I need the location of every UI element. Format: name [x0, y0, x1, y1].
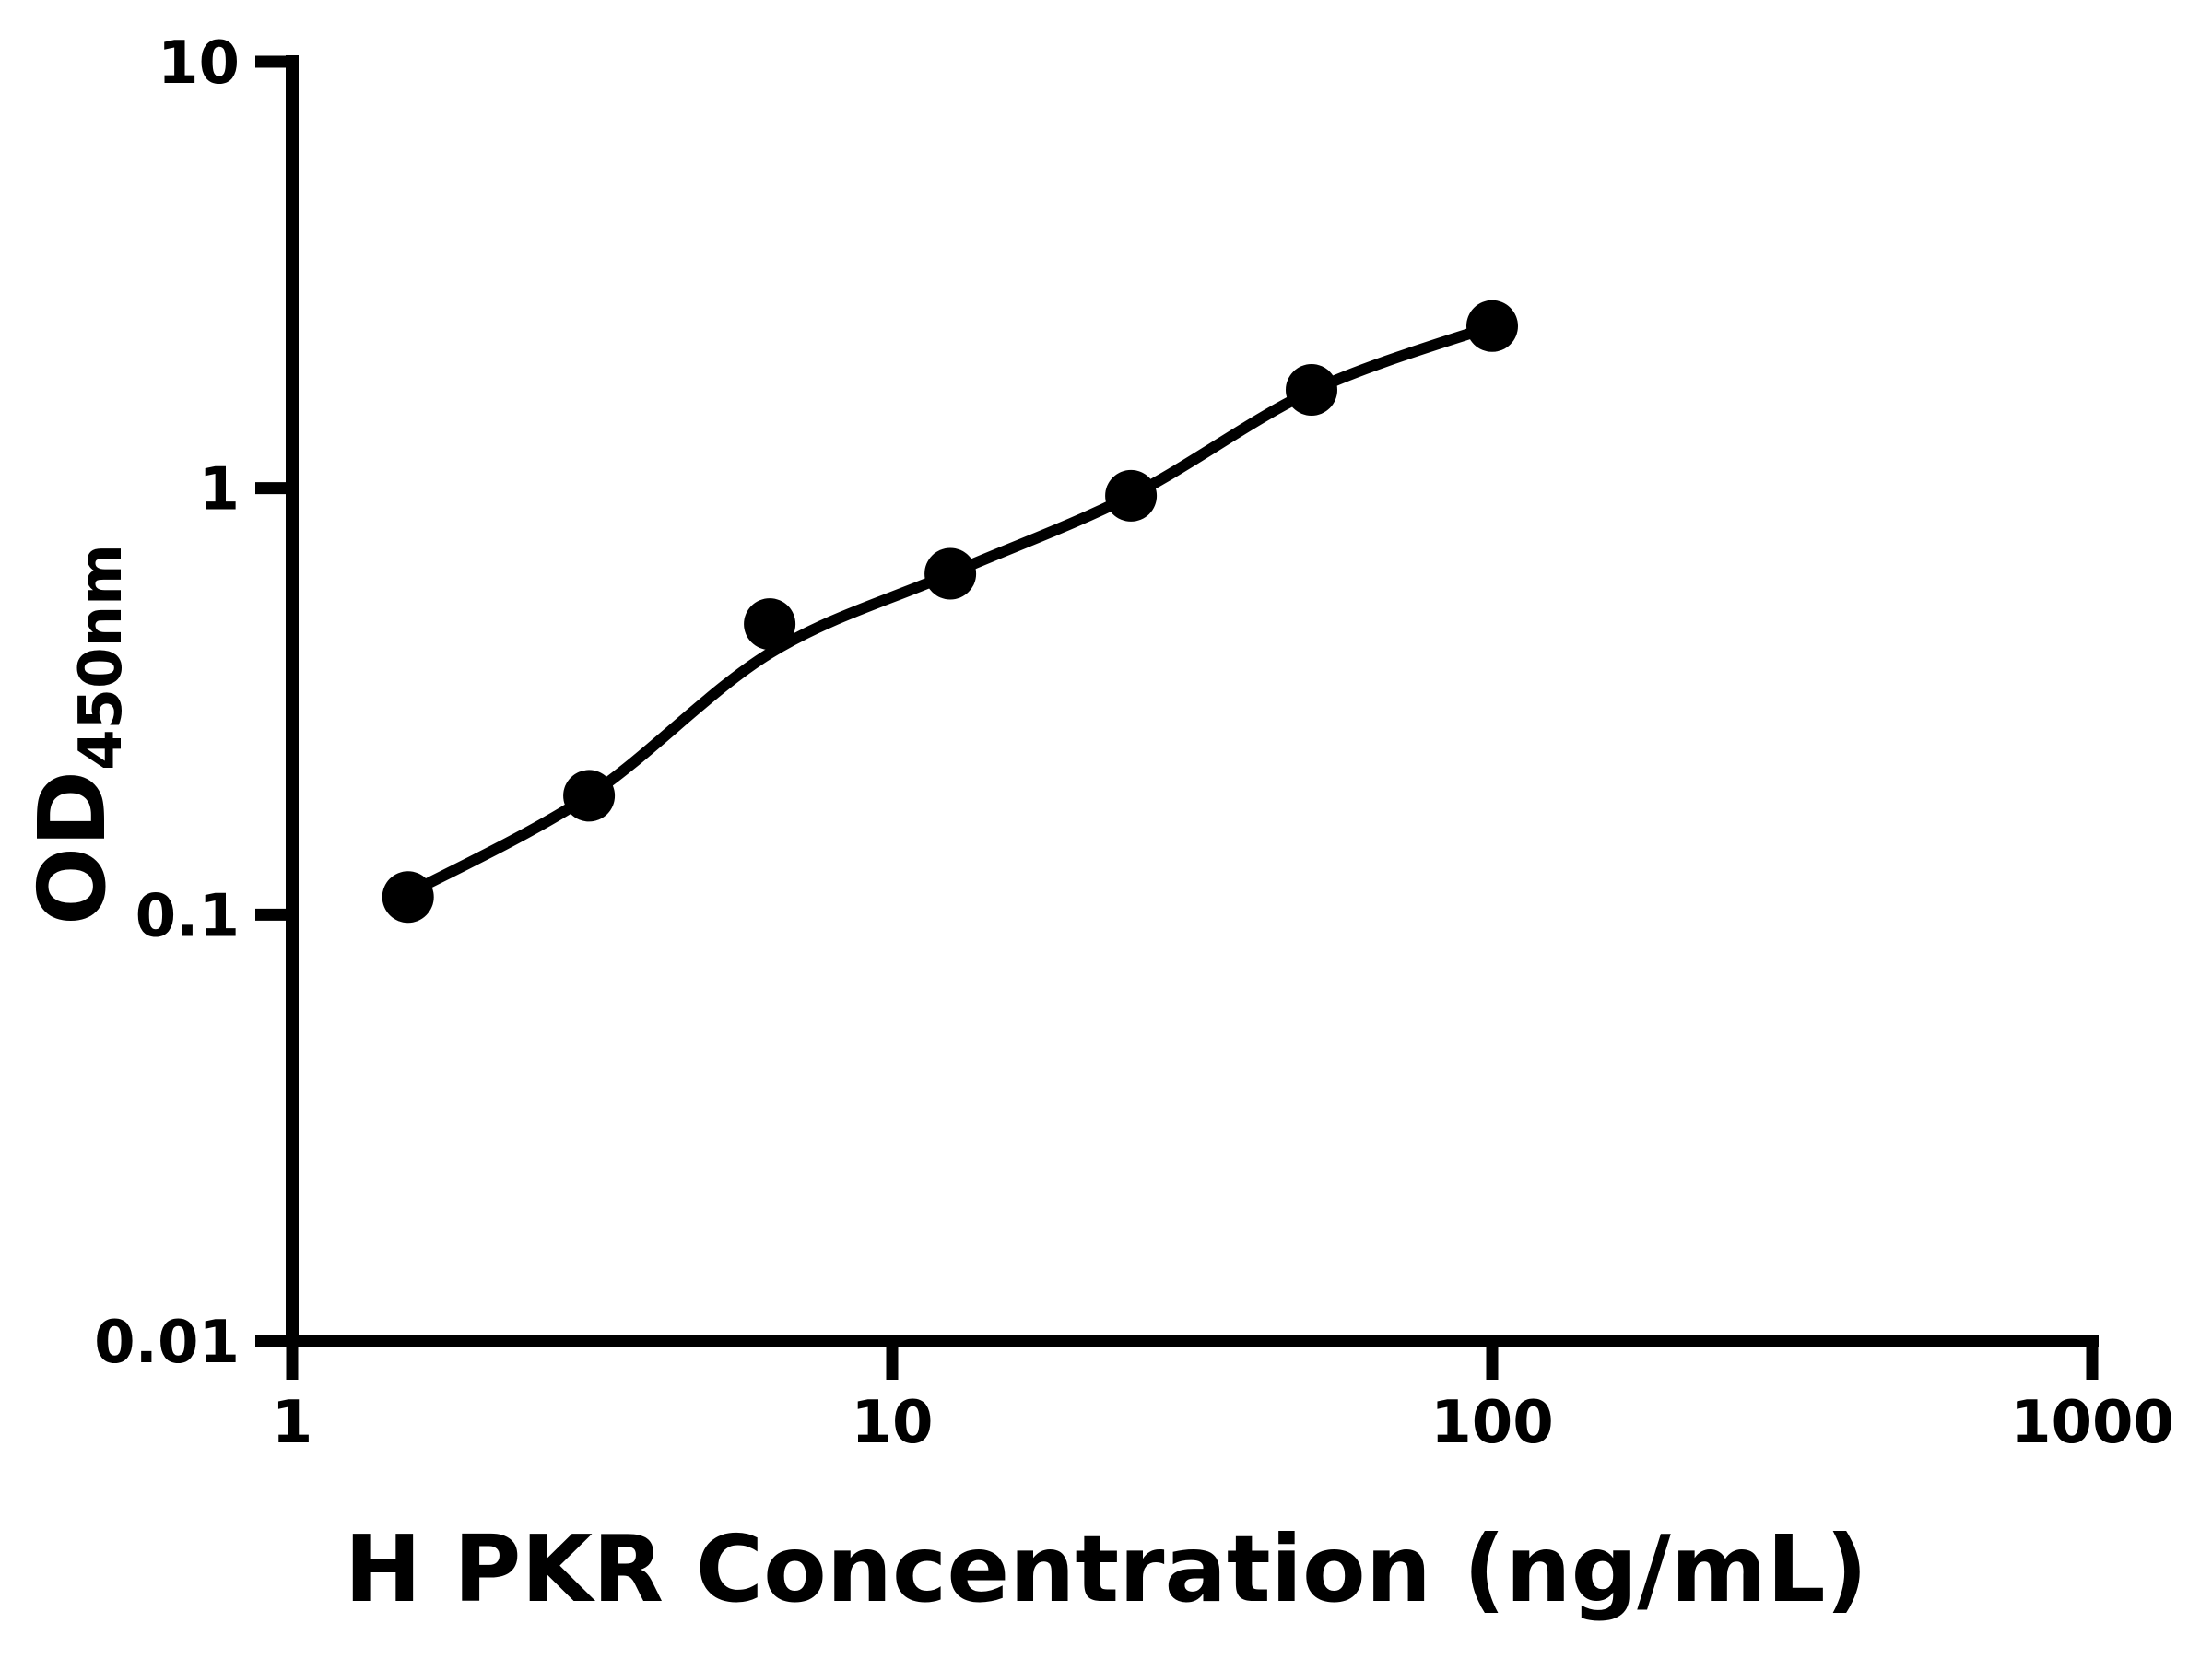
x-tick-label: 100 — [1430, 1389, 1554, 1457]
series-layer — [382, 300, 1518, 924]
y-tick-label: 10 — [158, 29, 240, 98]
data-point-marker — [1286, 364, 1337, 416]
y-tick-label: 0.1 — [135, 882, 240, 950]
data-point-marker — [382, 871, 434, 924]
tick-label-layer: 0.01 0.1 1 10 1 10 100 1000 — [94, 29, 2174, 1457]
x-tick-label: 10 — [851, 1389, 933, 1457]
data-point-marker — [563, 770, 616, 822]
y-tick-label: 0.01 — [94, 1309, 240, 1377]
y-axis-title-main: OD — [18, 771, 126, 925]
data-point-marker — [744, 598, 796, 651]
data-point-marker — [1466, 300, 1518, 352]
x-tick-label: 1 — [272, 1389, 313, 1457]
y-axis-title-subscript: 450nm — [67, 544, 135, 771]
data-point-marker — [1105, 469, 1158, 522]
y-axis-title: OD450nm — [18, 544, 135, 925]
y-tick-label: 1 — [198, 456, 240, 524]
axes-layer — [255, 55, 2099, 1380]
x-axis-title: H PKR Concentration (ng/mL) — [345, 1515, 1868, 1623]
data-point-marker — [924, 547, 977, 600]
x-tick-label: 1000 — [2010, 1389, 2174, 1457]
